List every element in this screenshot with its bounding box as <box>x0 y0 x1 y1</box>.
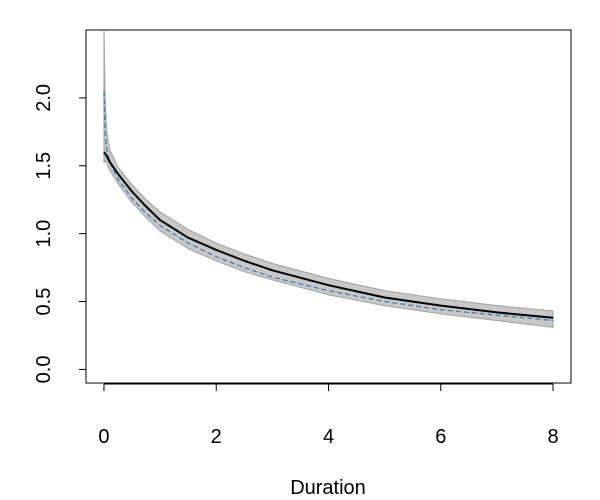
y-tick-label: 2.0 <box>33 84 55 112</box>
y-tick-label: 0.5 <box>33 288 55 316</box>
series-lines <box>103 91 554 322</box>
y-tick-label: 1.5 <box>33 152 55 180</box>
x-axis-title: Duration <box>290 477 366 499</box>
confidence-band <box>103 30 554 328</box>
x-tick-label: 4 <box>323 426 334 448</box>
x-tick-label: 8 <box>547 426 558 448</box>
y-axis: 0.0 0.5 1.0 1.5 2.0 <box>33 84 87 384</box>
x-tick-label: 0 <box>98 426 109 448</box>
estimate-line <box>103 151 554 319</box>
y-tick-label: 1.0 <box>33 220 55 248</box>
y-tick-label: 0.0 <box>33 356 55 384</box>
confidence-band-area <box>103 30 554 328</box>
x-axis: 0 2 4 6 8 <box>98 383 559 448</box>
reference-dashed-line <box>103 91 554 322</box>
plot-frame <box>85 29 572 384</box>
x-tick-label: 2 <box>211 426 222 448</box>
x-tick-label: 6 <box>435 426 446 448</box>
